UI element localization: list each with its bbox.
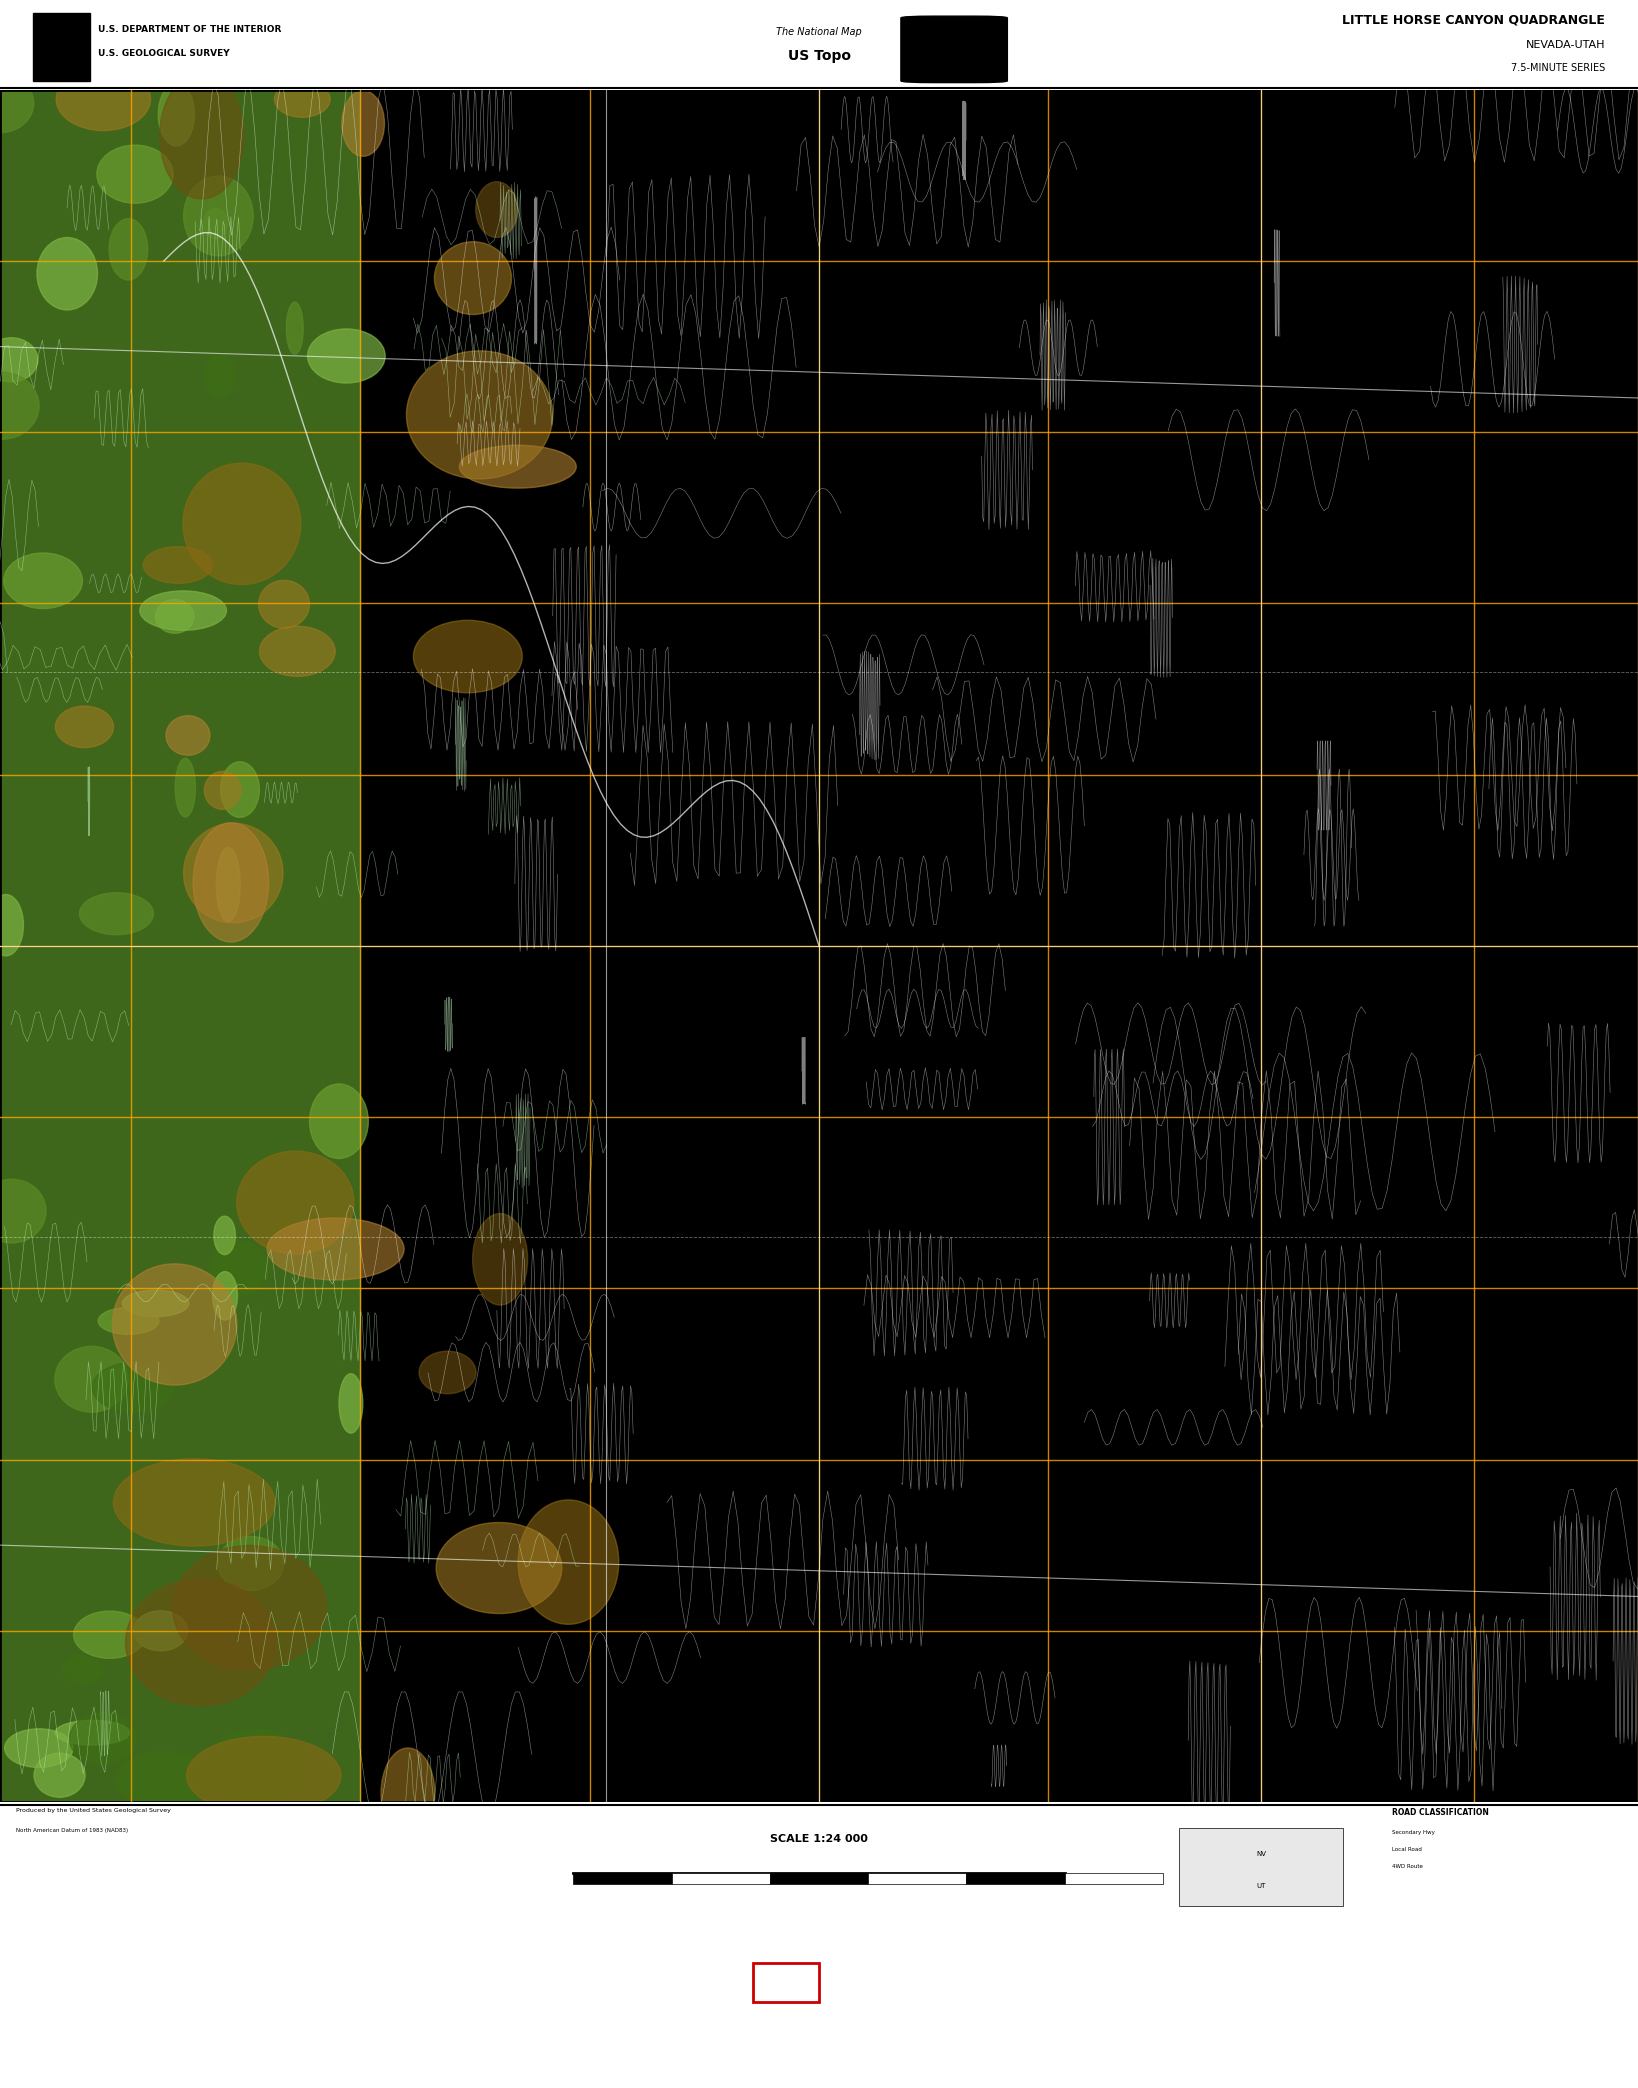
Ellipse shape [54, 1347, 128, 1411]
Ellipse shape [159, 84, 195, 146]
Ellipse shape [208, 1729, 303, 1804]
Text: U.S. DEPARTMENT OF THE INTERIOR: U.S. DEPARTMENT OF THE INTERIOR [98, 25, 282, 33]
Ellipse shape [203, 209, 228, 238]
Text: Local Road: Local Road [1392, 1848, 1422, 1852]
Text: US Topo: US Topo [788, 48, 850, 63]
Bar [770, 1873, 868, 1883]
Text: NV: NV [1256, 1850, 1266, 1856]
Ellipse shape [56, 67, 151, 132]
Ellipse shape [473, 1213, 527, 1305]
Ellipse shape [116, 1752, 210, 1806]
Ellipse shape [518, 1499, 619, 1624]
Bar [33, 13, 90, 81]
Text: LITTLE HORSE CANYON QUADRANGLE: LITTLE HORSE CANYON QUADRANGLE [1343, 13, 1605, 27]
Ellipse shape [34, 1754, 85, 1798]
Text: 4WD Route: 4WD Route [1392, 1865, 1423, 1869]
Text: UT: UT [1256, 1883, 1266, 1890]
Ellipse shape [56, 706, 113, 748]
Ellipse shape [56, 1721, 129, 1746]
Ellipse shape [419, 1351, 477, 1393]
Ellipse shape [97, 144, 174, 203]
Text: ROAD CLASSIFICATION: ROAD CLASSIFICATION [1392, 1808, 1489, 1817]
Ellipse shape [382, 1748, 434, 1840]
Ellipse shape [0, 894, 23, 956]
Ellipse shape [0, 372, 39, 438]
Ellipse shape [238, 1150, 354, 1255]
Ellipse shape [172, 1545, 326, 1670]
Ellipse shape [259, 626, 336, 677]
Text: U.S. GEOLOGICAL SURVEY: U.S. GEOLOGICAL SURVEY [98, 50, 229, 58]
Bar [966, 1873, 1065, 1883]
Text: NEVADA-UTAH: NEVADA-UTAH [1525, 40, 1605, 50]
Ellipse shape [215, 1215, 236, 1255]
Text: SCALE 1:24 000: SCALE 1:24 000 [770, 1833, 868, 1844]
Ellipse shape [92, 1363, 174, 1411]
Bar [868, 1873, 966, 1883]
Ellipse shape [5, 1729, 74, 1766]
Ellipse shape [216, 848, 241, 921]
Text: Secondary Hwy: Secondary Hwy [1392, 1831, 1435, 1835]
Ellipse shape [413, 620, 523, 693]
Ellipse shape [69, 1712, 136, 1764]
Ellipse shape [113, 1460, 275, 1545]
Bar [1065, 1873, 1163, 1883]
Ellipse shape [205, 353, 236, 397]
Ellipse shape [339, 1374, 362, 1432]
Ellipse shape [80, 894, 154, 935]
FancyBboxPatch shape [901, 17, 1007, 84]
Ellipse shape [0, 73, 34, 134]
Ellipse shape [3, 553, 82, 608]
Ellipse shape [193, 823, 269, 942]
Ellipse shape [287, 303, 303, 355]
Ellipse shape [74, 1612, 146, 1658]
Text: North American Datum of 1983 (NAD83): North American Datum of 1983 (NAD83) [16, 1827, 128, 1833]
Ellipse shape [165, 716, 210, 756]
Ellipse shape [213, 1272, 238, 1320]
Ellipse shape [38, 238, 98, 309]
Ellipse shape [342, 90, 385, 157]
Ellipse shape [159, 73, 244, 198]
Ellipse shape [267, 1217, 405, 1280]
Ellipse shape [187, 1737, 341, 1814]
Ellipse shape [259, 580, 310, 628]
Ellipse shape [436, 1522, 562, 1614]
Ellipse shape [183, 464, 301, 585]
Bar [1179, 1827, 1343, 1906]
Ellipse shape [126, 1579, 275, 1706]
Ellipse shape [175, 758, 195, 816]
Ellipse shape [210, 1240, 269, 1295]
Ellipse shape [310, 1084, 369, 1159]
Text: Produced by the United States Geological Survey: Produced by the United States Geological… [16, 1808, 172, 1812]
Ellipse shape [434, 242, 511, 315]
Ellipse shape [0, 1180, 46, 1242]
Bar [573, 1873, 672, 1883]
Ellipse shape [183, 175, 254, 257]
Ellipse shape [218, 1537, 283, 1591]
Ellipse shape [134, 1610, 188, 1652]
Ellipse shape [110, 219, 147, 280]
Ellipse shape [308, 330, 385, 382]
Ellipse shape [143, 547, 213, 583]
Text: The National Map: The National Map [776, 27, 862, 38]
Ellipse shape [123, 1290, 188, 1318]
Ellipse shape [139, 591, 226, 631]
Ellipse shape [459, 445, 577, 489]
Ellipse shape [183, 823, 283, 923]
Text: 7.5-MINUTE SERIES: 7.5-MINUTE SERIES [1510, 63, 1605, 73]
Ellipse shape [205, 770, 241, 810]
Bar [672, 1873, 770, 1883]
Bar [753, 1963, 819, 2002]
Ellipse shape [0, 338, 38, 382]
Ellipse shape [98, 1307, 159, 1334]
Ellipse shape [274, 81, 331, 117]
Bar [0, 90, 360, 1802]
Ellipse shape [62, 1656, 103, 1685]
Ellipse shape [113, 1263, 238, 1384]
Ellipse shape [221, 762, 259, 816]
Ellipse shape [406, 351, 552, 478]
Ellipse shape [156, 599, 193, 633]
Ellipse shape [475, 182, 518, 238]
